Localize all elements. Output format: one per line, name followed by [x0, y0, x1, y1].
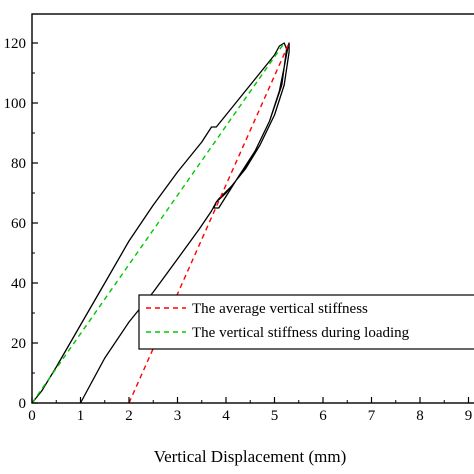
x-axis-title: Vertical Displacement (mm): [154, 447, 347, 466]
y-tick-label: 0: [19, 396, 27, 412]
x-tick-label: 9: [465, 408, 473, 424]
y-axis-ticks: 0 20 40 60 80 100 120: [4, 36, 38, 412]
y-tick-label: 40: [11, 276, 26, 292]
x-tick-label: 1: [77, 408, 85, 424]
y-tick-label: 60: [11, 216, 26, 232]
plot-frame: [31, 13, 474, 404]
x-tick-label: 3: [174, 408, 182, 424]
y-tick-label: 80: [11, 156, 26, 172]
x-tick-label: 8: [416, 408, 424, 424]
legend-label-loading-stiffness: The vertical stiffness during loading: [192, 325, 410, 341]
y-tick-label: 100: [4, 96, 27, 112]
x-tick-label: 0: [28, 408, 36, 424]
x-tick-label: 4: [222, 408, 230, 424]
x-tick-label: 5: [271, 408, 279, 424]
legend: The average vertical stiffness The verti…: [138, 294, 474, 350]
y-tick-label: 120: [4, 36, 27, 52]
measured-load-displacement-curve: [31, 42, 290, 404]
y-tick-label: 20: [11, 336, 26, 352]
legend-label-average-stiffness: The average vertical stiffness: [192, 301, 368, 317]
x-axis-ticks: 0 1 2 3 4 5 6 7 8 9: [28, 397, 472, 424]
x-tick-label: 6: [319, 408, 327, 424]
loading-stiffness-line: [31, 42, 285, 404]
legend-box: [138, 294, 474, 350]
x-tick-label: 2: [125, 408, 133, 424]
x-tick-label: 7: [368, 408, 376, 424]
